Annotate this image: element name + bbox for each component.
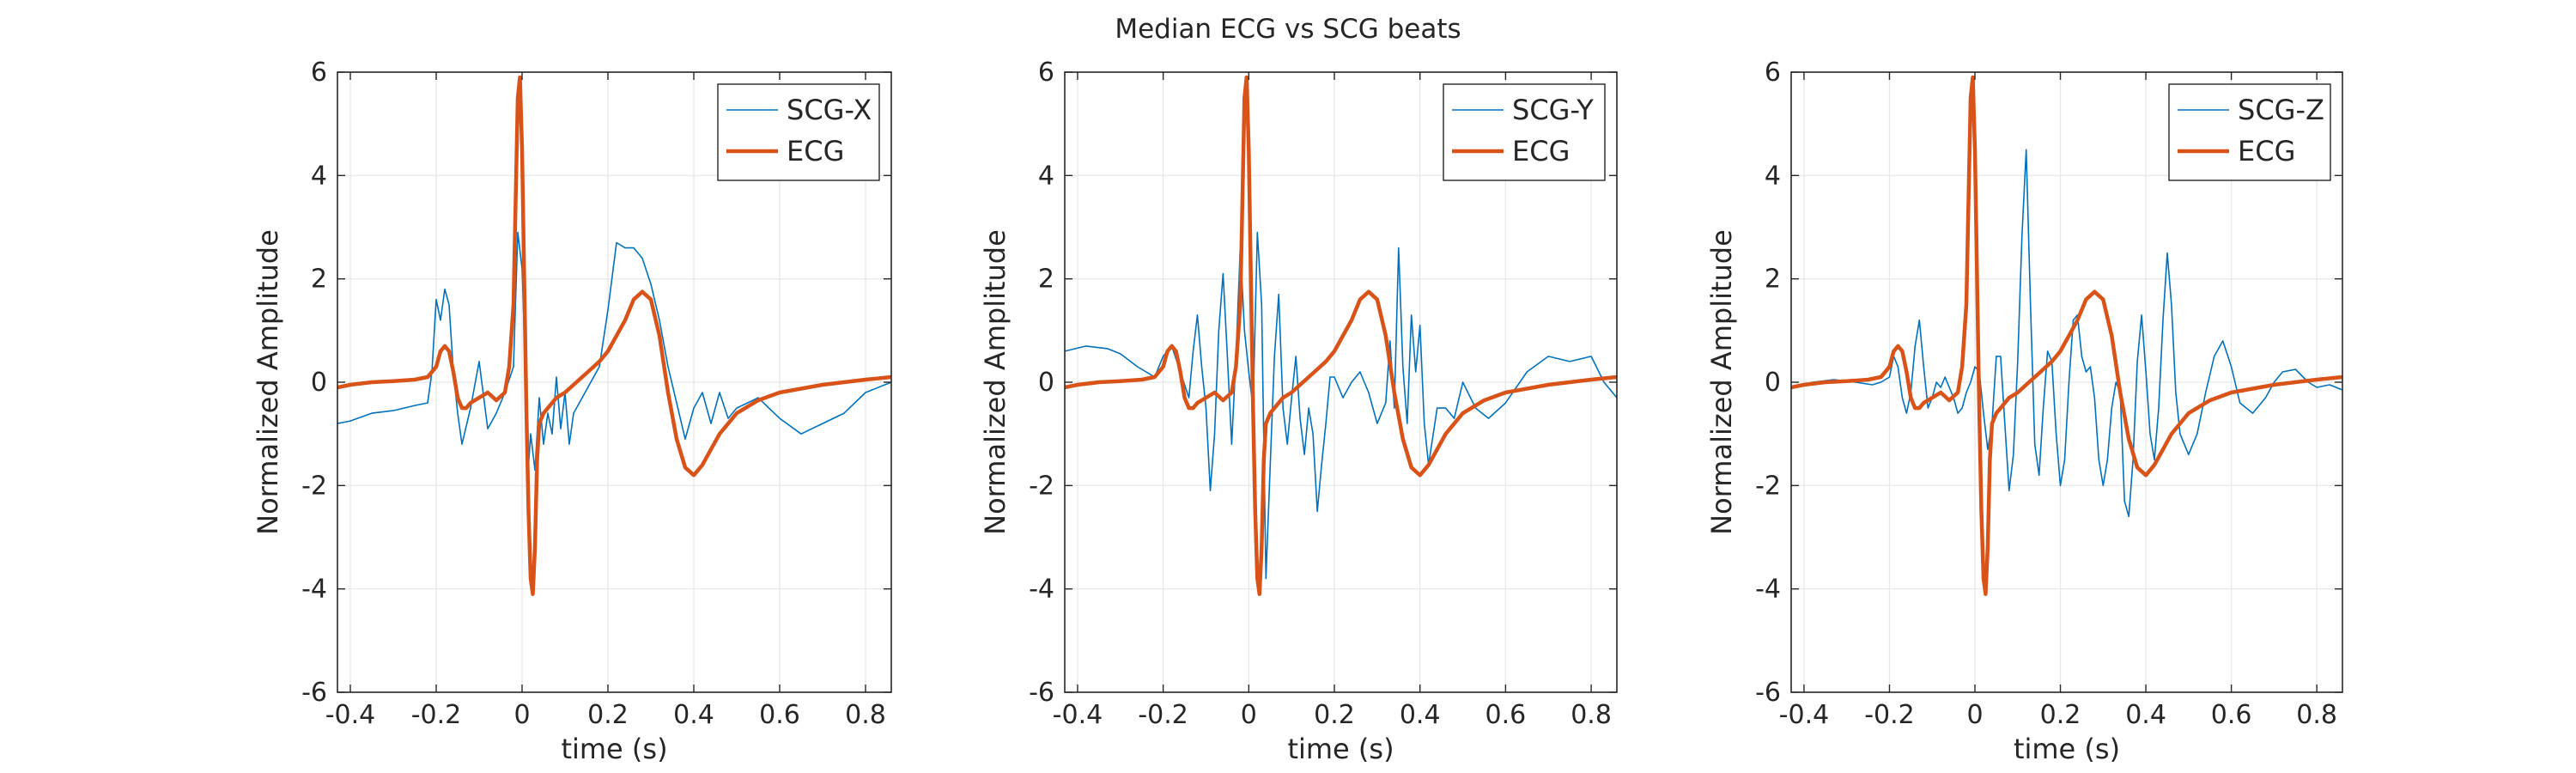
y-tick-label: -4 (301, 575, 327, 605)
x-tick-label: 0.6 (2211, 700, 2252, 730)
x-tick-label: 0.6 (1485, 700, 1527, 730)
x-tick-label: 0 (1966, 700, 1983, 730)
x-tick-label: 0.8 (845, 700, 886, 730)
x-tick-label: -0.2 (1864, 700, 1915, 730)
x-tick-label: 0.8 (2296, 700, 2337, 730)
x-tick-label: 0.2 (1314, 700, 1355, 730)
y-tick-label: 4 (1038, 161, 1054, 191)
series-line-ecg (1065, 75, 1617, 596)
x-tick-label: 0 (1241, 700, 1257, 730)
legend: SCG-X ECG (717, 83, 880, 181)
x-tick-label: 0.4 (673, 700, 714, 730)
x-tick-label: 0.4 (2125, 700, 2166, 730)
y-tick-label: 2 (1038, 265, 1054, 295)
x-tick-label: -0.4 (325, 700, 376, 730)
y-tick-label: -2 (1755, 471, 1781, 501)
y-tick-label: 0 (311, 368, 327, 398)
y-axis-label: Normalized Amplitude (1705, 229, 1738, 535)
x-tick-label: 0 (513, 700, 530, 730)
x-tick-label: 0.2 (587, 700, 629, 730)
x-tick-label: -0.4 (1779, 700, 1830, 730)
y-tick-label: 6 (1038, 58, 1054, 88)
y-tick-label: -2 (1029, 471, 1054, 501)
series-line-scg-x (337, 231, 891, 472)
series-line-scg-z (1791, 149, 2342, 518)
subplot-grid: -0.4 -0.2 0 0.2 0.4 0.6 0.8 -6 -4 -2 0 2 4 6 time (s) N… (252, 58, 2343, 765)
y-axis-label: Normalized Amplitude (252, 229, 284, 535)
x-axis-label: time (s) (561, 733, 667, 765)
legend: SCG-Y ECG (1443, 83, 1606, 181)
y-tick-label: 2 (311, 265, 327, 295)
legend-box (717, 83, 880, 181)
legend-label: ECG (1512, 135, 1570, 167)
y-tick-label: 6 (1765, 58, 1781, 88)
x-axis-label: time (s) (1287, 733, 1394, 765)
series-line-ecg (1791, 75, 2342, 596)
legend-label: SCG-Z (2238, 94, 2324, 126)
series-line-scg-y (1065, 231, 1617, 580)
x-tick-label: 0.8 (1571, 700, 1612, 730)
legend-label: SCG-Y (1512, 94, 1594, 126)
subplot-2: -0.4 -0.2 0 0.2 0.4 0.6 0.8 -6 -4 -2 0 2 4 6 time (s) N… (979, 58, 1618, 765)
figure-title: Median ECG vs SCG beats (1115, 14, 1461, 45)
series-line-ecg (337, 75, 891, 596)
x-tick-label: 0.2 (2040, 700, 2081, 730)
y-axis-label: Normalized Amplitude (979, 229, 1012, 535)
x-tick-label: -0.2 (1138, 700, 1188, 730)
x-tick-label: 0.6 (759, 700, 800, 730)
legend: SCG-Z ECG (2168, 83, 2331, 181)
y-tick-label: 4 (1765, 161, 1781, 191)
x-tick-label: 0.4 (1400, 700, 1441, 730)
legend-label: ECG (2238, 135, 2295, 167)
legend-label: SCG-X (787, 94, 872, 126)
y-tick-label: -4 (1755, 575, 1781, 605)
legend-box (1443, 83, 1606, 181)
x-tick-label: -0.2 (411, 700, 462, 730)
y-tick-label: -4 (1029, 575, 1054, 605)
y-tick-label: -2 (301, 471, 327, 501)
y-tick-label: 0 (1038, 368, 1054, 398)
y-tick-label: 4 (311, 161, 327, 191)
subplot-3: -0.4 -0.2 0 0.2 0.4 0.6 0.8 -6 -4 -2 0 2 4 6 time (s) N… (1705, 58, 2343, 765)
y-tick-label: 2 (1765, 265, 1781, 295)
x-tick-label: -0.4 (1053, 700, 1103, 730)
y-tick-label: 0 (1765, 368, 1781, 398)
legend-label: ECG (787, 135, 844, 167)
subplot-1: -0.4 -0.2 0 0.2 0.4 0.6 0.8 -6 -4 -2 0 2 4 6 time (s) N… (252, 58, 892, 765)
y-tick-label: -6 (301, 678, 327, 708)
legend-box (2168, 83, 2331, 181)
y-tick-label: 6 (311, 58, 327, 88)
x-axis-label: time (s) (2014, 733, 2120, 765)
y-tick-label: -6 (1755, 678, 1781, 708)
y-tick-label: -6 (1029, 678, 1054, 708)
